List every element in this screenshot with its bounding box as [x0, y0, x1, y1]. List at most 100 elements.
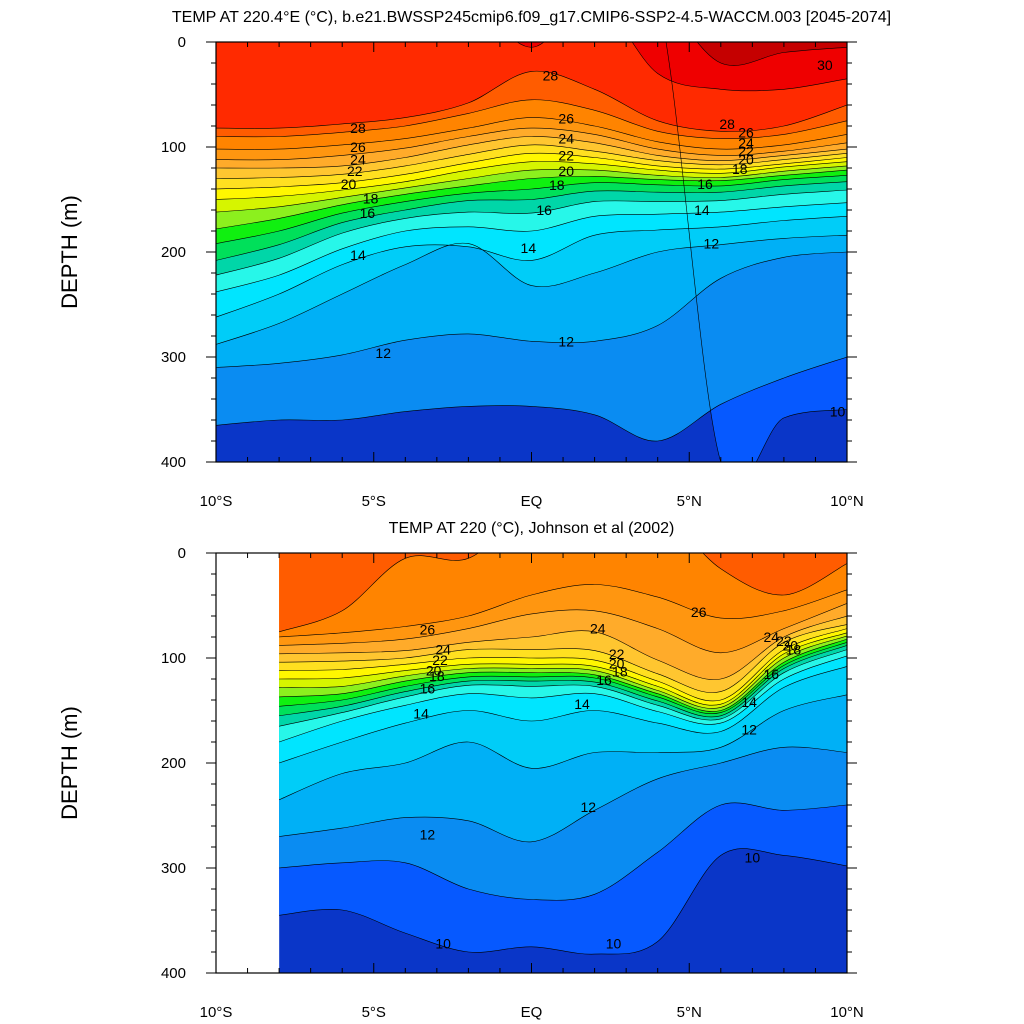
contour-label: 12	[704, 236, 720, 252]
y-tick-label: 100	[161, 139, 186, 156]
contour-line-16	[279, 649, 848, 727]
contour-label: 10	[606, 936, 622, 952]
contour-line-23	[279, 624, 848, 693]
contour-label: 20	[738, 152, 754, 168]
contour-line-12	[216, 251, 847, 368]
contour-label: 12	[420, 826, 436, 842]
contour-line-22	[216, 152, 847, 190]
contour-label: 18	[612, 664, 628, 680]
contour-line-11	[279, 802, 848, 901]
contour-label: 28	[350, 120, 366, 136]
contour-label: 22	[558, 147, 574, 163]
contour-label: 14	[413, 706, 429, 722]
contour-label: 20	[782, 637, 798, 653]
x-tick-label: 5°N	[677, 493, 702, 510]
contour-label: 14	[574, 696, 590, 712]
contour-line-24	[216, 136, 847, 169]
contour-line-15	[279, 655, 848, 743]
contour-line-27	[279, 553, 848, 633]
x-tick-label: 10°S	[200, 1004, 233, 1021]
contour-label: 24	[590, 621, 606, 637]
contour-label: 12	[581, 799, 597, 815]
y-tick-label: 300	[161, 349, 186, 366]
contour-label: 12	[741, 721, 757, 737]
observation-panel: TEMP AT 220 (°C), Johnson et al (2002) DE…	[57, 520, 864, 1021]
contour-label: 10	[745, 850, 761, 866]
contour-label: 16	[360, 205, 376, 221]
contour-line-30	[696, 42, 847, 66]
x-tick-label: EQ	[521, 1004, 543, 1021]
contour-label: 16	[596, 672, 612, 688]
contour-line-20	[216, 165, 847, 213]
contour-label: 26	[691, 604, 707, 620]
contour-label: 18	[429, 668, 445, 684]
contour-line-24	[279, 615, 848, 680]
contour-label: 10	[830, 404, 846, 420]
contour-label: 16	[697, 176, 713, 192]
contour-line-12	[279, 746, 848, 843]
contour-label: 24	[763, 629, 779, 645]
contour-line-21	[216, 161, 847, 200]
y-tick-label: 100	[161, 650, 186, 667]
chart-title: TEMP AT 220.4°E (°C), b.e21.BWSSP245cmip…	[172, 9, 891, 26]
contour-line-15	[216, 202, 847, 293]
contour-line-22	[279, 628, 848, 702]
contour-line-18	[216, 175, 847, 244]
contour-line-19	[279, 638, 848, 712]
y-tick-label: 400	[161, 965, 186, 982]
x-tick-label: 5°S	[362, 1004, 386, 1021]
contour-label: 12	[375, 345, 391, 361]
contour-label: 22	[776, 633, 792, 649]
x-tick-label: 5°S	[362, 493, 386, 510]
contour-label: 20	[558, 163, 574, 179]
contour-label: 14	[521, 240, 537, 256]
band-30	[697, 42, 847, 66]
x-tick-label: 10°N	[830, 493, 864, 510]
contour-label: 20	[609, 655, 625, 671]
contour-label: 20	[341, 176, 357, 192]
contour-label: 10	[435, 936, 451, 952]
contour-line-19	[216, 169, 847, 230]
contour-line-13	[279, 694, 848, 801]
chart-title: TEMP AT 220 (°C), Johnson et al (2002)	[389, 520, 675, 537]
x-tick-label: EQ	[521, 493, 543, 510]
contour-line-11	[216, 356, 847, 442]
y-tick-label: 0	[178, 34, 186, 51]
contour-label: 24	[558, 131, 574, 147]
contour-line-17	[216, 181, 847, 261]
contour-line-16	[216, 189, 847, 276]
band-27	[279, 553, 847, 632]
contour-line-26	[279, 584, 848, 638]
x-tick-label: 5°N	[677, 1004, 702, 1021]
contour-line-25	[216, 127, 847, 161]
y-axis-title: DEPTH (m)	[57, 195, 82, 309]
y-tick-label: 0	[178, 545, 186, 562]
contour-line-27	[216, 99, 847, 139]
contour-label: 26	[738, 124, 754, 140]
y-tick-label: 400	[161, 454, 186, 471]
contour-line-25	[279, 603, 848, 654]
contour-label: 14	[350, 247, 366, 263]
x-tick-label: 10°S	[200, 493, 233, 510]
contour-label: 28	[543, 68, 559, 84]
contour-label: 18	[786, 642, 802, 658]
contour-label: 16	[420, 680, 436, 696]
contour-line-29	[516, 42, 847, 92]
contour-label: 22	[609, 646, 625, 662]
contour-line-21	[279, 632, 848, 706]
contour-label: 18	[732, 161, 748, 177]
contour-label: 12	[558, 333, 574, 349]
contour-label: 14	[741, 694, 757, 710]
contour-line-23	[216, 144, 847, 179]
contour-label: 14	[694, 202, 710, 218]
x-tick-label: 10°N	[830, 1004, 864, 1021]
contour-line-14	[279, 666, 848, 764]
contour-line-28	[216, 70, 847, 132]
band-26	[279, 553, 847, 637]
contour-label: 26	[420, 622, 436, 638]
contour-label: 24	[738, 135, 754, 151]
contour-label: 24	[350, 152, 366, 168]
y-tick-label: 200	[161, 755, 186, 772]
